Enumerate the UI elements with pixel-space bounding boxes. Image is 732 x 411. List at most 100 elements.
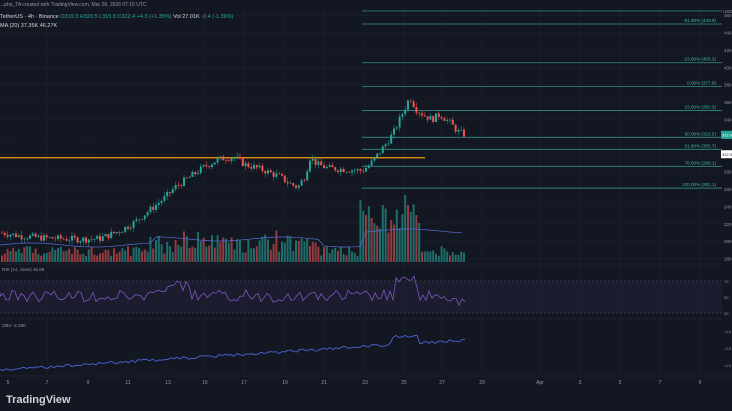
volume-bar — [197, 231, 199, 262]
candle-body — [76, 237, 79, 243]
time-tick-label: 5 — [619, 380, 622, 386]
candle-body — [104, 234, 107, 237]
time-tick-label: 7 — [659, 380, 662, 386]
candle-body — [373, 157, 376, 161]
volume-bar — [23, 247, 26, 262]
candle-body — [59, 235, 62, 239]
price-tick-label: 380 — [724, 83, 732, 88]
candle-body — [435, 113, 437, 123]
candle-body — [219, 156, 222, 159]
volume-bar — [71, 253, 73, 262]
candle-body — [68, 240, 71, 242]
volume-bar — [163, 253, 166, 262]
volume-bar — [85, 255, 87, 262]
price-axis: 1802002202402602803003203403603804004204… — [362, 9, 732, 262]
time-tick-label: 13 — [165, 380, 171, 386]
price-tick-label: 400 — [724, 65, 732, 70]
candle-body — [233, 157, 236, 159]
price-tick-label: 360 — [724, 100, 732, 105]
candle-body — [255, 165, 258, 168]
candle-body — [3, 232, 6, 236]
ma-legend: MA (20) 37.35K 46.27K — [0, 23, 58, 29]
fib-level-label: 78.60% (286.1) — [685, 160, 717, 165]
price-marker-label: 322.3 — [722, 152, 732, 157]
volume-bar — [208, 245, 211, 262]
candle-body — [37, 235, 40, 237]
volume-bar — [191, 246, 194, 262]
fib-level-label: 0.00% (377.8) — [687, 81, 716, 86]
volume-bar — [216, 235, 219, 262]
rsi-line — [0, 275, 466, 307]
time-tick-label: 15 — [202, 380, 208, 386]
upper-level-label: USDT — [723, 9, 732, 14]
volume-bar — [454, 254, 457, 262]
candle-body — [132, 221, 135, 228]
candle-body — [381, 146, 384, 154]
volume-bar — [110, 255, 113, 262]
volume-bar — [26, 246, 29, 262]
candle-body — [225, 160, 227, 161]
fib-level-label: 61.80% (305.7) — [685, 143, 717, 148]
candle-body — [244, 163, 247, 167]
candle-body — [337, 170, 339, 172]
candle-body — [351, 170, 353, 173]
volume-bar — [387, 232, 390, 262]
symbol-legend: TetherUS · 4h · Binance O319.3 H320.5 L3… — [0, 14, 233, 20]
candle-body — [404, 109, 407, 115]
fib-level-label: 100.00% (261.1) — [682, 182, 716, 187]
volume-bar — [423, 251, 426, 262]
symbol-name[interactable]: TetherUS · 4h · Binance — [0, 14, 59, 20]
candle-body — [107, 234, 110, 239]
price-tick-label: 420 — [724, 48, 732, 53]
candle-body — [432, 116, 435, 123]
tradingview-logo[interactable]: TradingView — [6, 394, 71, 406]
volume-bar — [236, 239, 239, 262]
candle-body — [356, 169, 359, 171]
volume-bar — [188, 248, 191, 262]
candle-body — [314, 158, 317, 165]
volume-bar — [194, 247, 197, 262]
candle-body — [342, 168, 345, 173]
candle-body — [73, 235, 76, 238]
rsi-tick: 70 — [724, 279, 729, 284]
volume-bar — [20, 253, 23, 262]
volume-bar — [37, 254, 40, 262]
candle-body — [283, 175, 286, 182]
volume-bar — [34, 248, 37, 262]
volume-bar — [132, 247, 135, 262]
candle-body — [443, 118, 446, 121]
price-tick-label: 180 — [724, 257, 732, 262]
candle-body — [440, 116, 443, 119]
volume-bar — [348, 246, 351, 262]
volume-bar — [149, 236, 152, 262]
volume-bar — [460, 251, 463, 262]
volume-bar — [331, 249, 334, 262]
time-tick-label: 3 — [579, 380, 582, 386]
volume-bar — [82, 253, 85, 262]
candle-body — [463, 129, 465, 137]
volume-bar — [138, 248, 141, 262]
volume-bar — [118, 251, 121, 262]
volume-bar — [309, 246, 311, 262]
candle-body — [269, 170, 272, 173]
time-tick-label: 27 — [439, 380, 445, 386]
volume-bar — [404, 195, 407, 262]
rsi-band — [0, 281, 722, 313]
volume-bar — [446, 251, 449, 262]
time-tick-label: Apr — [536, 380, 544, 386]
volume-bar — [432, 250, 435, 262]
price-tick-label: 200 — [724, 239, 732, 244]
candle-body — [20, 235, 23, 240]
candle-body — [393, 128, 395, 135]
candle-body — [328, 165, 331, 167]
time-tick-label: 21 — [321, 380, 327, 386]
candle-body — [135, 219, 138, 222]
candle-body — [320, 161, 323, 166]
volume-bar — [314, 242, 317, 262]
volume-bar — [412, 204, 415, 262]
volume-bar — [317, 246, 320, 262]
candle-body — [31, 233, 34, 236]
candle-body — [250, 167, 253, 169]
volume-bar — [362, 210, 365, 262]
